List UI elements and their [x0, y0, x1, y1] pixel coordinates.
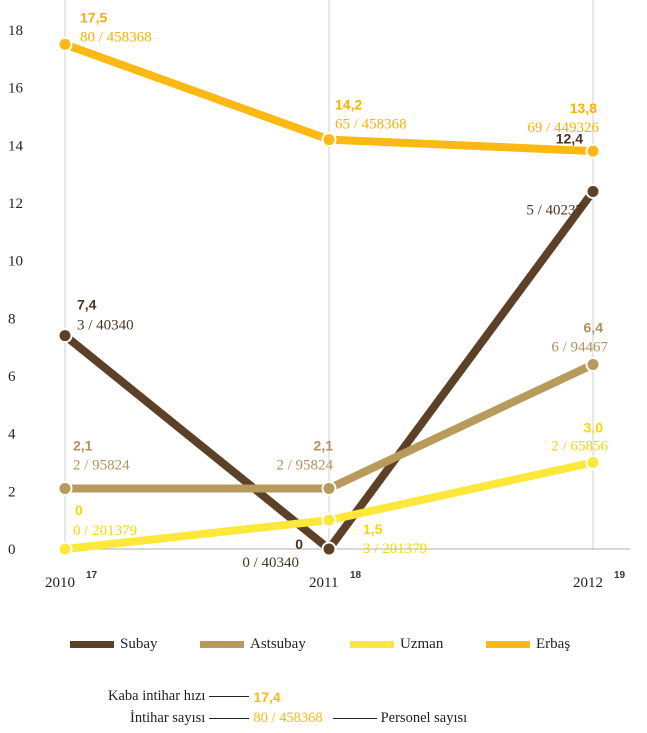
- fraction-label-2-0: 0 / 201379: [73, 523, 137, 539]
- y-tick-label: 8: [8, 311, 16, 327]
- y-tick-label: 16: [8, 81, 24, 97]
- key-row-rate: Kaba intihar hızı 17,4: [108, 688, 281, 705]
- x-axis: 2010 17 2011 18 2012 19: [45, 570, 626, 591]
- rate-label-2-1: 1,5: [363, 521, 383, 537]
- fraction-label-1-1: 2 / 95824: [276, 457, 333, 473]
- legend-label-erbas: Erbaş: [536, 636, 571, 652]
- data-point-3-1: [321, 132, 337, 148]
- y-tick-label: 12: [8, 196, 23, 212]
- y-tick-label: 14: [8, 138, 24, 154]
- key-fraction-example: 80 / 458368: [253, 710, 323, 726]
- data-point-2-0: [57, 541, 73, 557]
- rate-label-3-1: 14,2: [335, 97, 362, 113]
- data-point-2-2: [585, 455, 601, 470]
- rate-label-0-2: 12,4: [556, 130, 583, 146]
- rate-label-1-2: 6,4: [584, 319, 604, 335]
- data-point-3-2: [585, 143, 601, 159]
- x-tick-label: 2011: [309, 575, 338, 591]
- fraction-label-1-0: 2 / 95824: [73, 457, 130, 473]
- legend-swatch-uzman: [350, 641, 394, 648]
- rate-label-1-0: 2,1: [73, 437, 93, 453]
- rate-label-3-2: 13,8: [570, 100, 597, 116]
- y-tick-label: 10: [8, 254, 23, 270]
- legend: Subay Astsubay Uzman Erbaş: [70, 636, 630, 658]
- x-tick-superscript: 18: [350, 570, 362, 581]
- data-point-1-0: [57, 480, 73, 496]
- fraction-label-3-0: 80 / 458368: [80, 29, 152, 45]
- key-count-label: İntihar sayısı: [130, 710, 206, 726]
- key-rate-label: Kaba intihar hızı: [108, 688, 206, 704]
- key-row-count: İntihar sayısı 80 / 458368 Personel sayı…: [130, 710, 467, 727]
- legend-label-astsubay: Astsubay: [250, 636, 306, 652]
- y-tick-label: 6: [8, 369, 16, 385]
- legend-item-astsubay: Astsubay: [200, 636, 306, 653]
- label-key: Kaba intihar hızı 17,4 İntihar sayısı 80…: [0, 688, 647, 733]
- data-point-0-1: [321, 541, 337, 557]
- data-point-1-2: [585, 356, 601, 372]
- data-point-3-0: [57, 36, 73, 52]
- legend-swatch-erbas: [486, 641, 530, 648]
- data-labels: 7,4 3 / 40340 0 0 / 40340 12,4 5 / 40237 2,1 2 …: [73, 9, 608, 571]
- data-point-0-0: [57, 328, 73, 344]
- key-rate-example: 17,4: [253, 688, 281, 705]
- fraction-label-2-1: 3 / 201379: [363, 541, 427, 557]
- x-tick-superscript: 19: [614, 570, 626, 581]
- fraction-label-0-0: 3 / 40340: [77, 318, 134, 334]
- y-tick-label: 2: [8, 484, 16, 500]
- y-tick-label: 0: [8, 542, 16, 558]
- y-axis: 0 2 4 6 8 10 12 14 16 18: [8, 23, 24, 558]
- key-rate-connector: [209, 696, 250, 697]
- legend-swatch-subay: [70, 641, 114, 648]
- legend-swatch-astsubay: [200, 641, 244, 648]
- fraction-label-2-2: 2 / 65856: [551, 439, 608, 455]
- key-count-connector: [209, 718, 250, 719]
- x-tick-superscript: 17: [86, 570, 98, 581]
- fraction-label-3-1: 65 / 458368: [335, 117, 407, 133]
- chart-grid: [64, 0, 630, 550]
- legend-item-uzman: Uzman: [350, 636, 443, 653]
- legend-item-subay: Subay: [70, 636, 158, 653]
- x-tick-label: 2012: [573, 575, 603, 591]
- rate-label-1-1: 2,1: [314, 437, 334, 453]
- key-personnel-label: Personel sayısı: [380, 710, 468, 726]
- data-point-1-1: [321, 480, 337, 496]
- y-tick-label: 18: [8, 23, 23, 39]
- rate-label-0-0: 7,4: [77, 297, 97, 313]
- x-tick-label: 2010: [45, 575, 75, 591]
- data-point-0-2: [585, 183, 601, 199]
- fraction-label-3-2: 69 / 449326: [527, 120, 599, 136]
- legend-item-erbas: Erbaş: [486, 636, 570, 653]
- series-points: [57, 36, 601, 557]
- y-tick-label: 4: [8, 427, 16, 443]
- legend-label-uzman: Uzman: [400, 636, 444, 652]
- rate-label-3-0: 17,5: [80, 9, 107, 25]
- fraction-label-1-2: 6 / 94467: [551, 339, 608, 355]
- legend-label-subay: Subay: [120, 636, 158, 652]
- line-chart: 0 2 4 6 8 10 12 14 16 18 2010 17 2011 18 2012 19 7,4 3 …: [8, 0, 630, 591]
- fraction-label-0-1: 0 / 40340: [242, 555, 299, 571]
- rate-label-2-2: 3,0: [584, 420, 604, 436]
- key-personnel-connector: [332, 718, 377, 719]
- rate-label-2-0: 0: [75, 502, 83, 518]
- data-point-2-1: [321, 512, 337, 528]
- rate-label-0-1: 0: [295, 536, 303, 552]
- fraction-label-0-2: 5 / 40237: [526, 202, 583, 218]
